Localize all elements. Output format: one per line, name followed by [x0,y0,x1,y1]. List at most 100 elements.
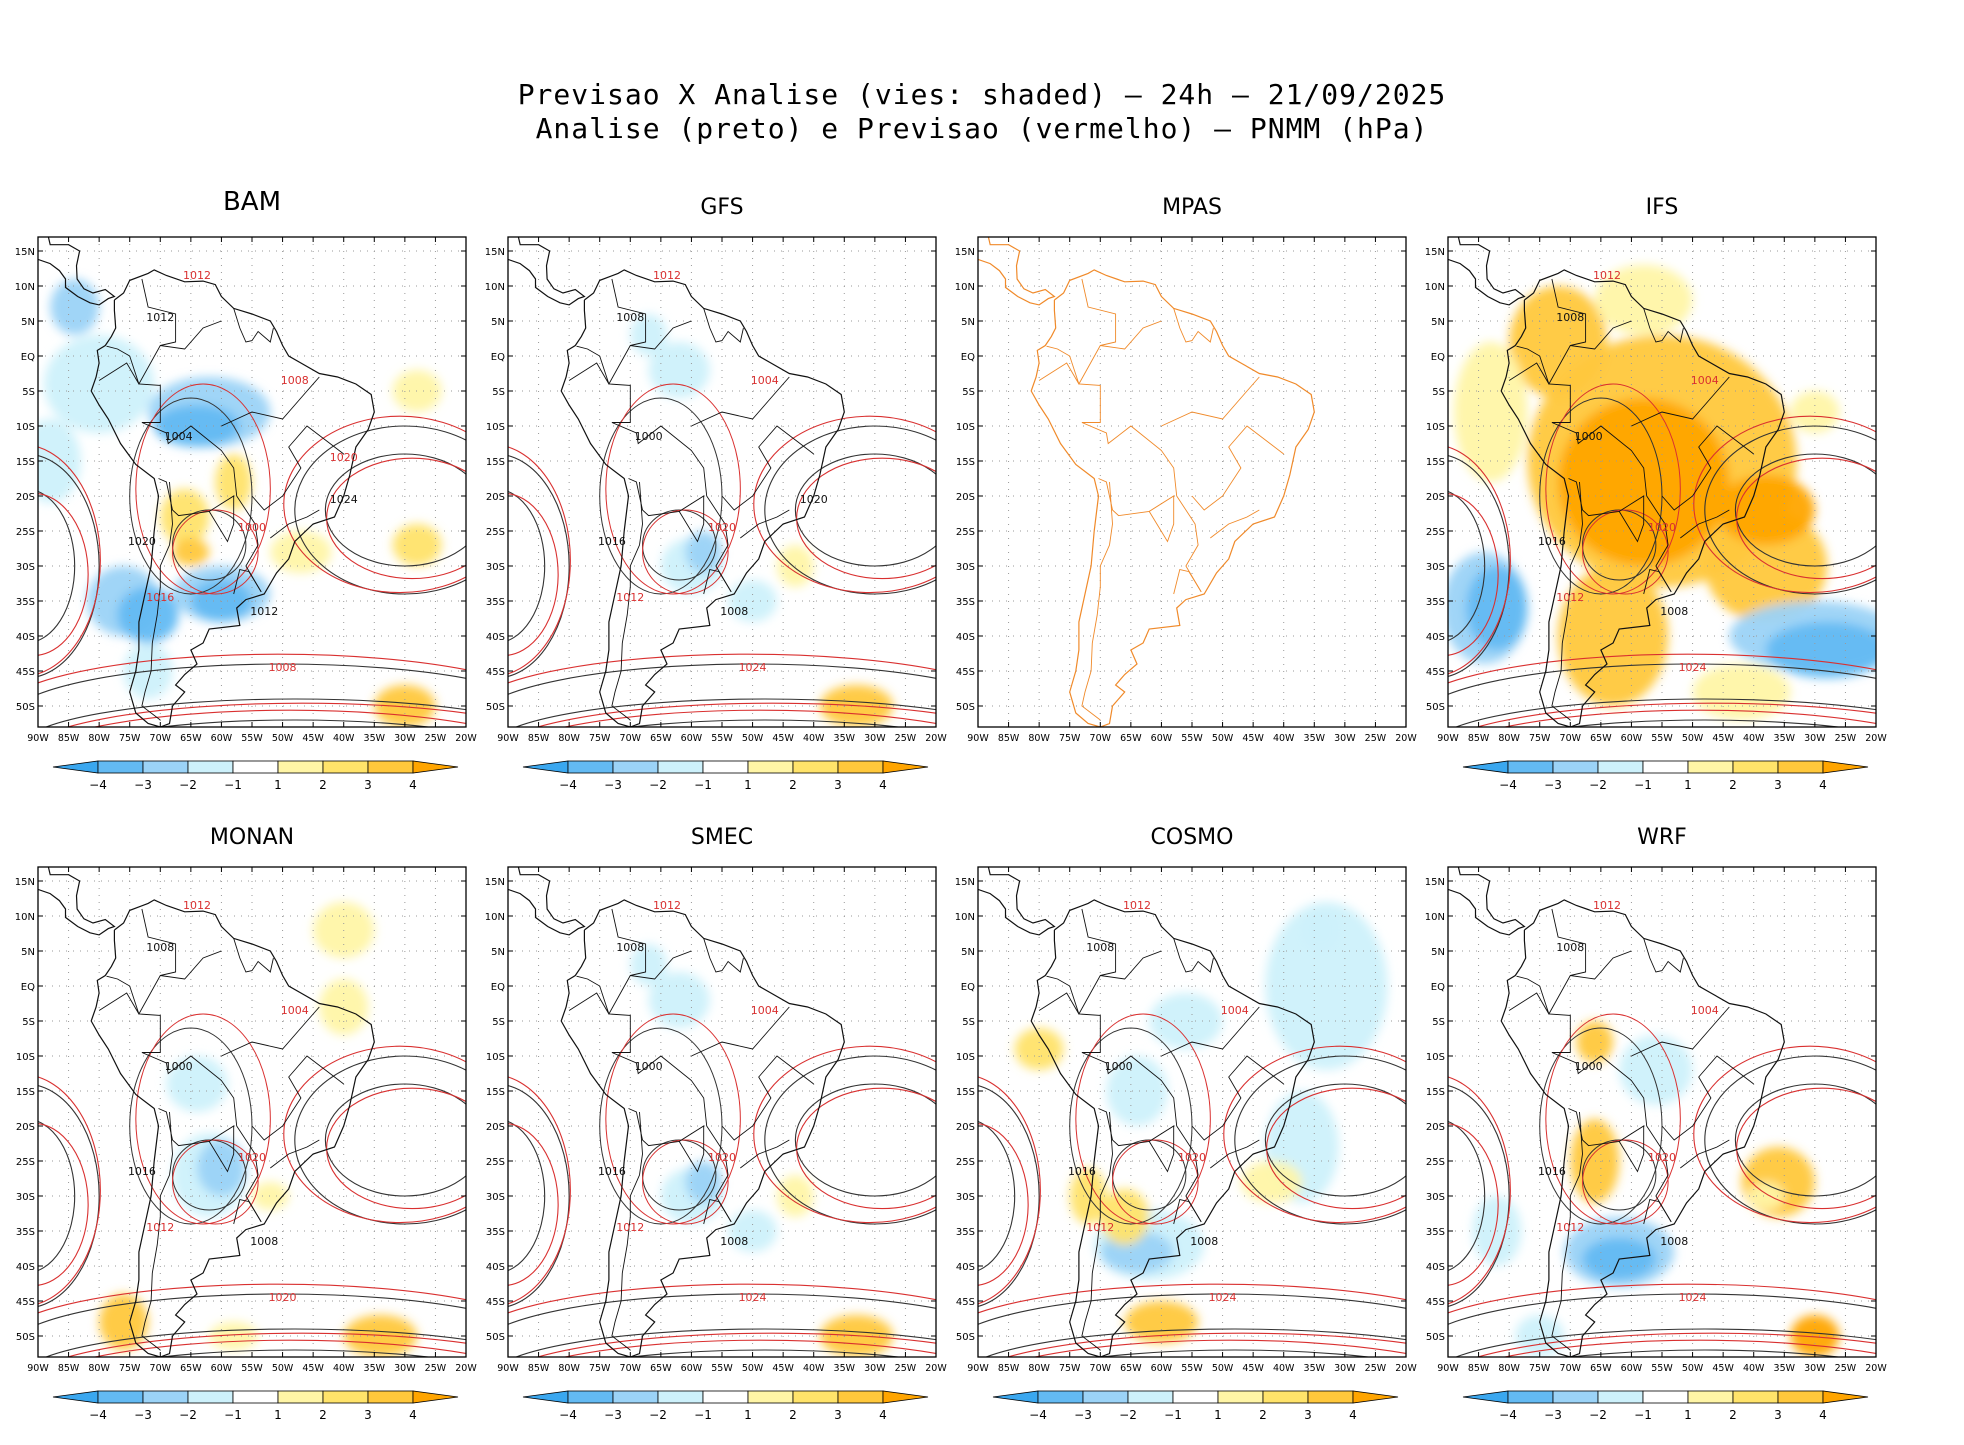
isobar-label: 1020 [1178,1151,1206,1164]
lat-tick-label: 10N [955,282,975,293]
colorbar-tick-label: 3 [364,778,372,792]
lon-tick-label: 20W [925,733,947,744]
south-america-coastline [1500,899,1785,1357]
bias-shading-area [1570,1119,1620,1203]
isobar-label: 1008 [1556,941,1584,954]
lon-tick-label: 50W [272,733,294,744]
lon-tick-label: 90W [967,1363,989,1374]
lat-tick-label: 35S [1426,1227,1445,1238]
lon-tick-label: 25W [895,733,917,744]
bias-shading-area [1576,1021,1614,1063]
lon-tick-label: 85W [528,733,550,744]
lon-tick-label: 55W [711,1363,733,1374]
bias-shading-area [1466,566,1528,650]
lat-tick-label: 30S [956,562,975,573]
isobar-label: 1024 [1679,1291,1707,1304]
isobar-label: 1008 [146,941,174,954]
lon-tick-label: 65W [1120,1363,1142,1374]
lon-tick-label: 75W [1059,1363,1081,1374]
lon-tick-label: 45W [1242,733,1264,744]
lon-tick-label: 75W [1529,1363,1551,1374]
lon-tick-label: 60W [681,733,703,744]
lat-tick-label: 45S [956,1297,975,1308]
colorbar-tick-label: −3 [134,1408,152,1422]
panel-mpas: MPAS 15N 10N 5N EQ 5S 10S 15S 20S 25S 30S 35S 40S 45S… [940,195,1440,775]
isobar-label: 1000 [165,1060,193,1073]
isobar-label: 1016 [598,535,626,548]
lon-tick-label: 75W [119,733,141,744]
lon-tick-label: 25W [1835,1363,1857,1374]
south-america-coastline [90,899,375,1357]
lat-tick-label: 10S [1426,1052,1445,1063]
bias-shading-area [1558,566,1669,706]
lon-tick-label: 45W [772,733,794,744]
isobar-label: 1008 [1556,311,1584,324]
colorbar-tick-label: 3 [1774,1408,1782,1422]
lon-tick-label: 90W [497,1363,519,1374]
lat-tick-label: 35S [956,597,975,608]
lon-tick-label: 25W [1365,1363,1387,1374]
lon-tick-label: 25W [1365,733,1387,744]
colorbar: −4 −3 −2 −1 1 2 3 4 [522,760,929,792]
lat-tick-label: 10N [1425,912,1445,923]
lat-tick-label: 5N [21,947,35,958]
isobar-label: 1016 [1538,535,1566,548]
lon-tick-label: 50W [1212,1363,1234,1374]
lon-tick-label: 60W [1151,733,1173,744]
lon-tick-label: 60W [681,1363,703,1374]
colorbar-tick-label: −4 [1499,778,1517,792]
lat-tick-label: 30S [486,562,505,573]
isobar-label: 1016 [1538,1165,1566,1178]
lon-tick-label: 55W [711,733,733,744]
isobar-label: 1012 [1593,269,1621,282]
lon-tick-label: 55W [241,1363,263,1374]
colorbar-tick-label: 4 [1349,1408,1357,1422]
colorbar-tick-label: 4 [879,778,887,792]
lon-tick-label: 65W [650,1363,672,1374]
isobar-label: 1020 [269,1291,297,1304]
lon-tick-label: 30W [1334,733,1356,744]
isobar-label: 1008 [269,661,297,674]
isobar-label: 1012 [1086,1221,1114,1234]
lat-tick-label: 20S [956,492,975,503]
isobar-label: 1000 [238,521,266,534]
colorbar-tick-label: −1 [694,1408,712,1422]
lat-tick-label: EQ [21,352,35,363]
lat-tick-label: 25S [486,1157,505,1168]
isobar-label: 1020 [238,1151,266,1164]
lat-tick-label: 5N [21,317,35,328]
lat-tick-label: 10S [486,1052,505,1063]
bias-shading-area [1302,909,1339,951]
lon-tick-label: 20W [455,733,477,744]
colorbar-tick-label: −2 [179,778,197,792]
lat-tick-label: 15N [955,247,975,258]
lat-tick-label: 25S [16,1157,35,1168]
isobar-label: 1008 [616,311,644,324]
lon-tick-label: 20W [455,1363,477,1374]
isobar-label: 1016 [146,591,174,604]
bias-shading-area [50,279,100,335]
lat-tick-label: EQ [21,982,35,993]
map-plot: 1016101210121008100410001020101610121008… [15,236,477,792]
lat-tick-label: 5N [1431,317,1445,328]
lat-tick-label: 50S [956,702,975,713]
lat-tick-label: 10N [15,912,35,923]
colorbar-tick-label: 4 [1819,1408,1827,1422]
panel-gfs: GFS 1016 1012 1008 1004 1000 1020 1016 1012 1008 1… [470,195,970,792]
lon-tick-label: 45W [1242,1363,1264,1374]
bias-shading-area [685,1161,722,1203]
lon-tick-label: 45W [302,1363,324,1374]
figure-title-line-2: Analise (preto) e Previsao (vermelho) — … [535,112,1429,145]
lon-tick-label: 65W [1120,733,1142,744]
lat-tick-label: 45S [16,667,35,678]
lat-tick-label: EQ [491,982,505,993]
lat-tick-label: 15N [485,877,505,888]
lon-tick-label: 65W [650,733,672,744]
colorbar-tick-label: −4 [1029,1408,1047,1422]
lon-tick-label: 65W [180,1363,202,1374]
lat-tick-label: 15N [15,877,35,888]
isobar-label: 1012 [1556,1221,1584,1234]
lon-tick-label: 70W [1090,733,1112,744]
panel-title: WRF [1637,825,1687,850]
lat-tick-label: 35S [956,1227,975,1238]
